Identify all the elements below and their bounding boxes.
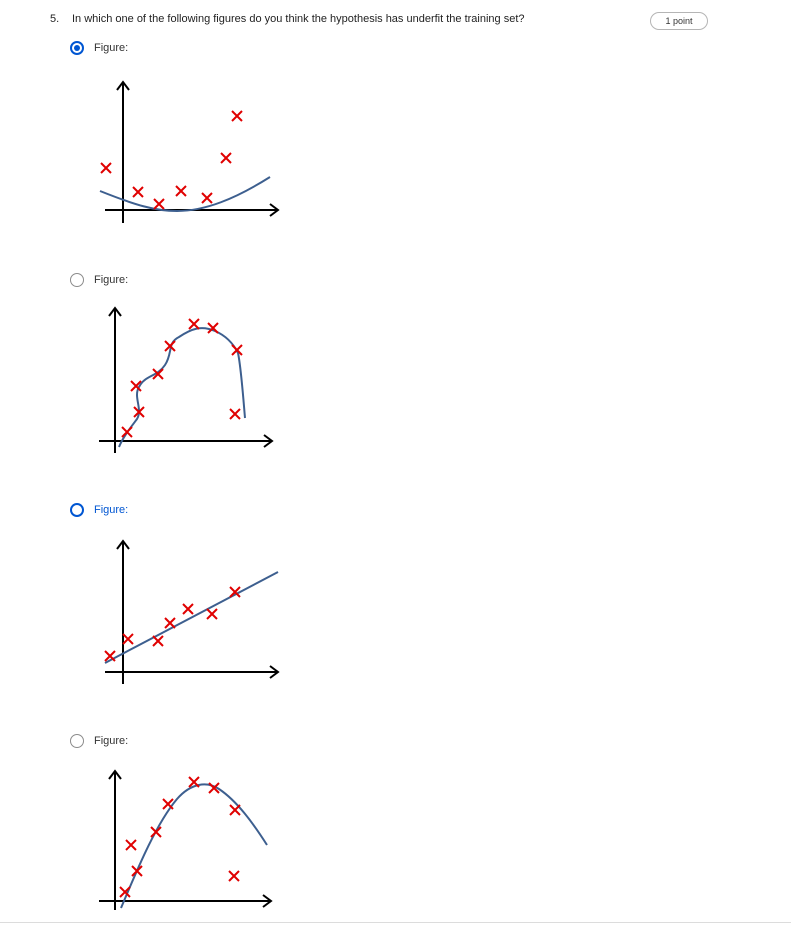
- figure-2-image: [99, 306, 274, 453]
- figure-3-image: [104, 539, 280, 684]
- option-label: Figure:: [94, 735, 129, 747]
- question-number: 5.: [50, 13, 60, 25]
- radio-button[interactable]: [70, 503, 84, 517]
- option-label: Figure:: [94, 274, 129, 286]
- figure-1-image: [99, 80, 280, 223]
- points-badge: 1 point: [650, 12, 708, 30]
- data-markers: [104, 586, 241, 662]
- data-markers: [119, 776, 241, 898]
- data-markers: [121, 318, 243, 438]
- option-label: Figure:: [94, 504, 129, 516]
- question-text: In which one of the following figures do…: [72, 13, 525, 25]
- divider: [0, 922, 791, 923]
- radio-button[interactable]: [70, 273, 84, 287]
- radio-button[interactable]: [70, 734, 84, 748]
- radio-button-selected[interactable]: [70, 41, 84, 55]
- figure-4-image: [99, 769, 273, 910]
- option-label: Figure:: [94, 42, 129, 54]
- data-markers: [100, 110, 243, 210]
